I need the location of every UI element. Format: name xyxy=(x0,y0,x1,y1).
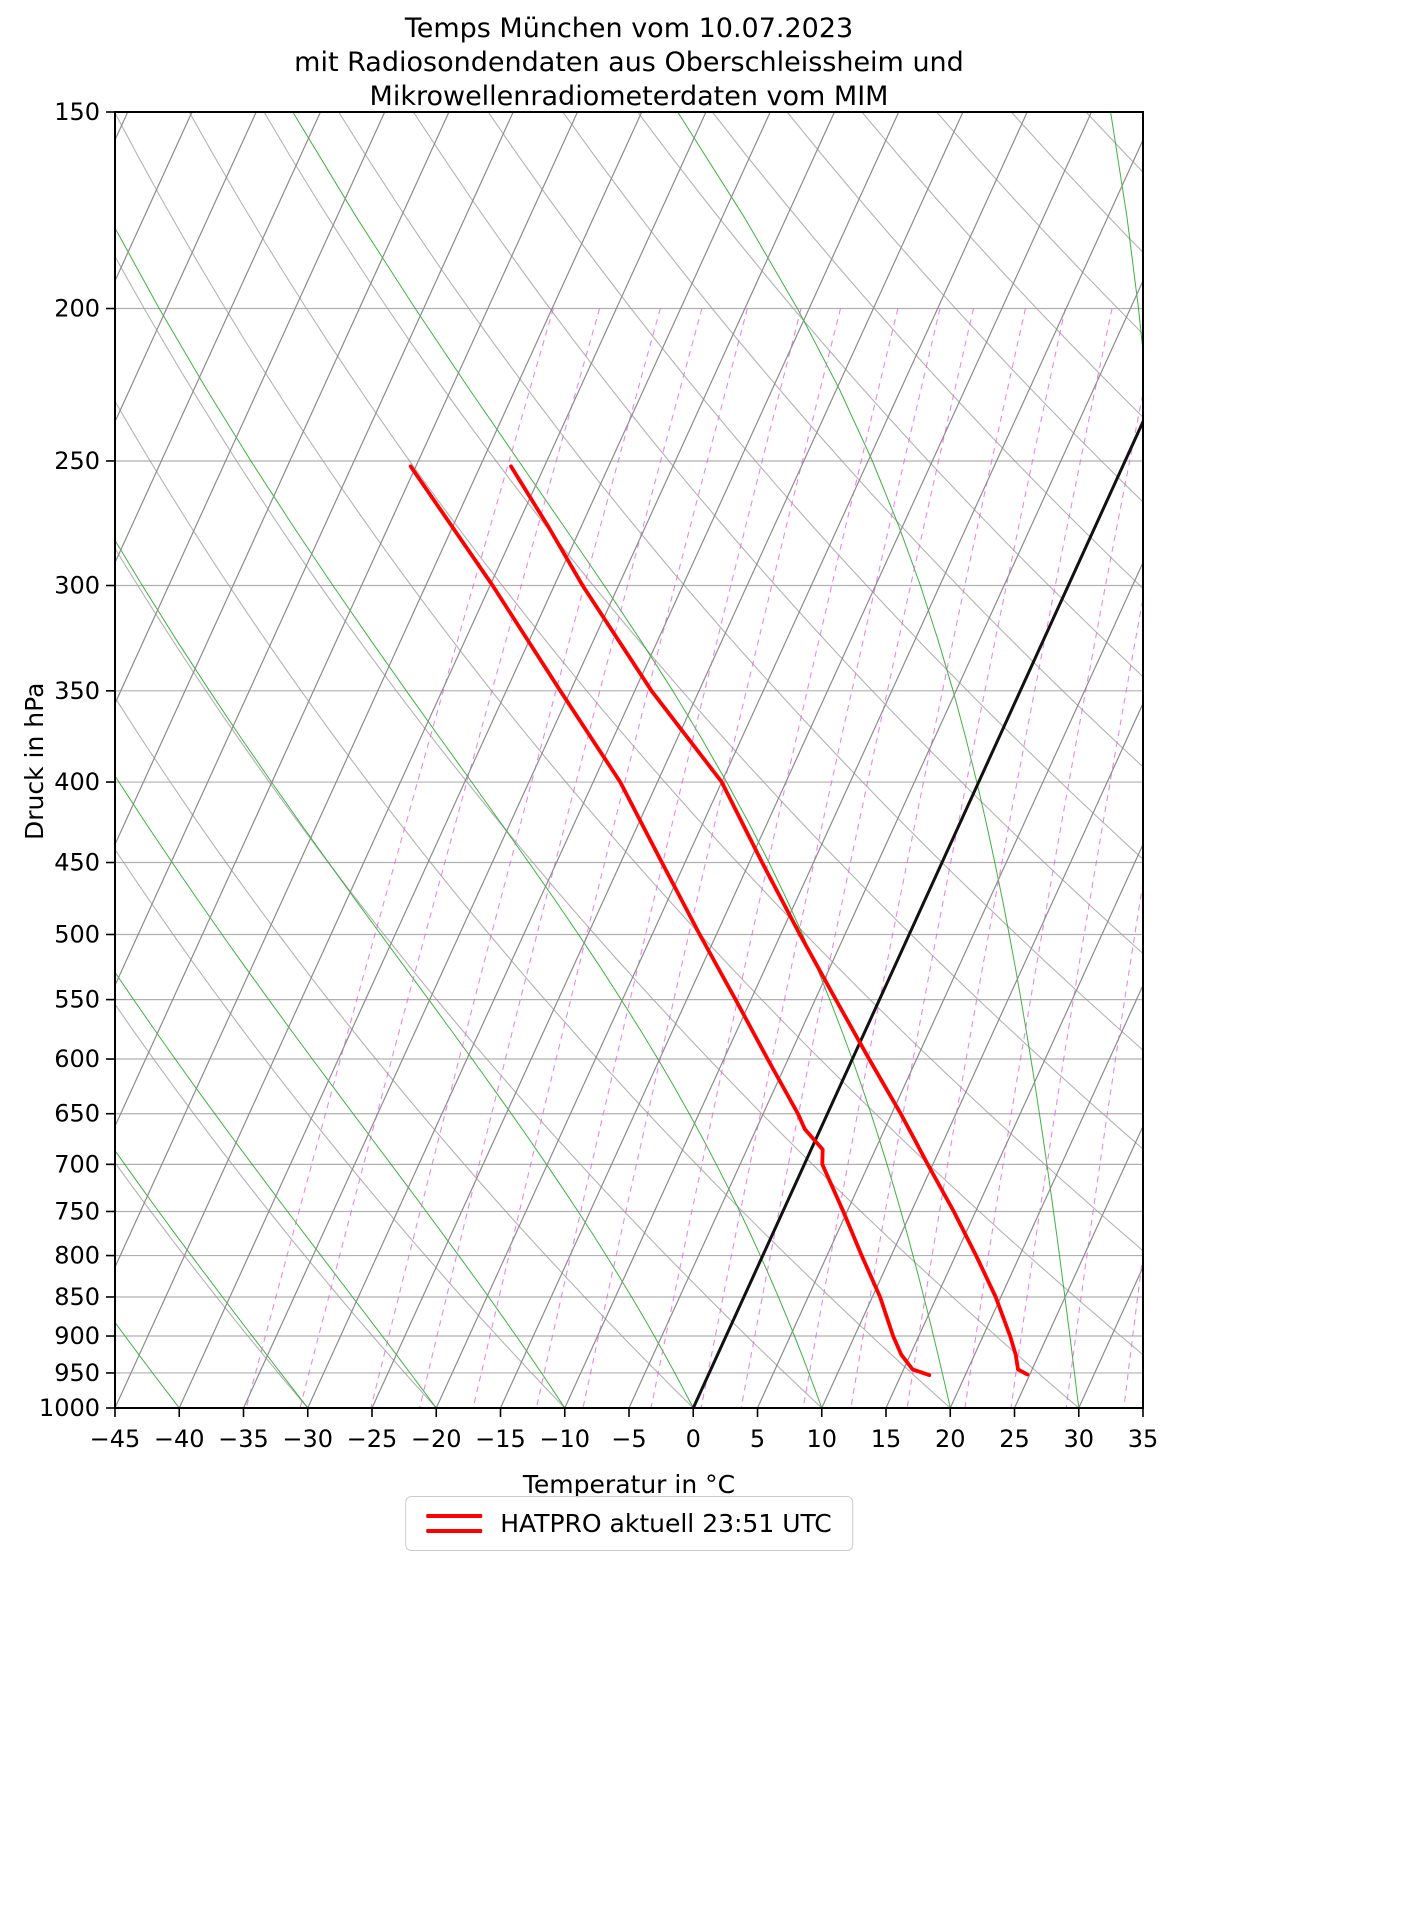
y-tick-label: 900 xyxy=(54,1322,100,1350)
y-tick-label: 200 xyxy=(54,295,100,323)
skewt-field xyxy=(115,112,1143,1408)
isobar-lines xyxy=(115,112,1143,1408)
axis-ticks: 1502002503003504004505005506006507007508… xyxy=(39,98,1158,1453)
y-tick-label: 550 xyxy=(54,986,100,1014)
x-tick-label: 5 xyxy=(750,1425,765,1453)
x-tick-label: 10 xyxy=(806,1425,837,1453)
chart-title: Temps München vom 10.07.2023 mit Radioso… xyxy=(115,12,1143,114)
hatpro-temperature-curve xyxy=(509,464,1030,1377)
x-tick-label: 25 xyxy=(999,1425,1030,1453)
x-tick-label: 0 xyxy=(686,1425,701,1453)
x-tick-label: −25 xyxy=(347,1425,398,1453)
x-tick-label: 20 xyxy=(935,1425,966,1453)
x-tick-label: 30 xyxy=(1063,1425,1094,1453)
y-tick-label: 1000 xyxy=(39,1394,100,1422)
x-tick-label: −30 xyxy=(282,1425,333,1453)
chart-title-line2: mit Radiosondendaten aus Oberschleisshei… xyxy=(294,47,964,78)
x-axis-label: Temperatur in °C xyxy=(522,1470,736,1499)
x-tick-label: −5 xyxy=(611,1425,646,1453)
y-tick-label: 750 xyxy=(54,1197,100,1225)
y-tick-label: 400 xyxy=(54,768,100,796)
y-tick-label: 800 xyxy=(54,1242,100,1270)
dry-adiabat-lines xyxy=(115,112,1143,1408)
y-tick-label: 450 xyxy=(54,849,100,877)
y-tick-label: 150 xyxy=(54,98,100,126)
legend: HATPRO aktuell 23:51 UTC xyxy=(405,1496,853,1551)
legend-red-line-icon xyxy=(426,1514,483,1518)
isotherm-lines xyxy=(115,112,1143,1408)
x-tick-label: −40 xyxy=(154,1425,205,1453)
y-tick-label: 250 xyxy=(54,447,100,475)
y-tick-label: 300 xyxy=(54,572,100,600)
y-tick-label: 850 xyxy=(54,1283,100,1311)
legend-label: HATPRO aktuell 23:51 UTC xyxy=(500,1509,832,1538)
zero-degree-isotherm xyxy=(691,418,1143,1408)
x-tick-label: −10 xyxy=(539,1425,590,1453)
x-tick-label: −20 xyxy=(411,1425,462,1453)
mixing-ratio-lines xyxy=(245,308,1143,1408)
legend-line-sample xyxy=(426,1514,483,1533)
y-tick-label: 500 xyxy=(54,920,100,948)
x-tick-label: −45 xyxy=(90,1425,141,1453)
x-tick-label: −35 xyxy=(218,1425,269,1453)
y-tick-label: 650 xyxy=(54,1100,100,1128)
y-tick-label: 350 xyxy=(54,677,100,705)
x-tick-label: 15 xyxy=(871,1425,902,1453)
x-tick-label: 35 xyxy=(1128,1425,1159,1453)
y-tick-label: 950 xyxy=(54,1359,100,1387)
y-tick-label: 700 xyxy=(54,1150,100,1178)
hatpro-dewpoint-curve xyxy=(408,464,932,1377)
y-tick-label: 600 xyxy=(54,1045,100,1073)
legend-red-line-icon xyxy=(426,1529,483,1533)
x-tick-label: −15 xyxy=(475,1425,526,1453)
chart-title-line1: Temps München vom 10.07.2023 xyxy=(404,13,854,44)
y-axis-label: Druck in hPa xyxy=(20,682,49,840)
chart-title-line3: Mikrowellenradiometerdaten vom MIM xyxy=(369,81,889,112)
